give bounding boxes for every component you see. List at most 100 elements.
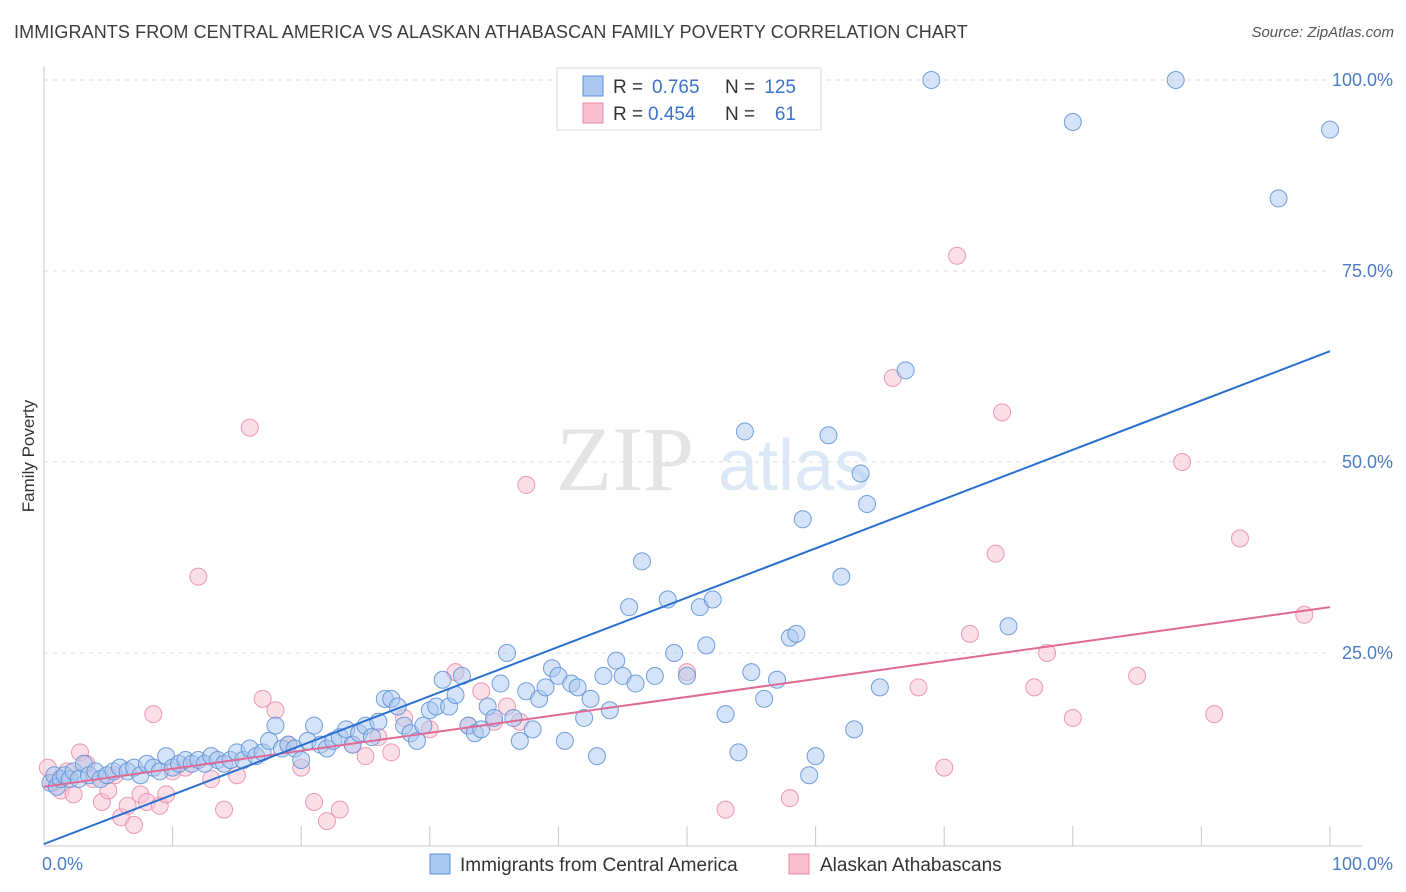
- data-point-alaskan-athabascans: [356, 747, 375, 766]
- data-point-alaskan-athabascans: [716, 800, 735, 819]
- data-point-alaskan-athabascans: [517, 475, 536, 494]
- data-point-alaskan-athabascans: [1063, 708, 1082, 727]
- trend-lines: [43, 350, 1331, 845]
- stats-n-label-blue: N =: [725, 77, 755, 98]
- data-point-alaskan-athabascans: [240, 418, 259, 437]
- data-point-central-america: [1063, 113, 1082, 132]
- data-point-alaskan-athabascans: [317, 812, 336, 831]
- data-point-central-america: [832, 567, 851, 586]
- data-point-alaskan-athabascans: [305, 792, 324, 811]
- data-point-central-america: [632, 552, 651, 571]
- data-point-alaskan-athabascans: [1295, 605, 1314, 624]
- trend-line-central-america: [43, 350, 1331, 845]
- data-point-central-america: [305, 716, 324, 735]
- data-point-alaskan-athabascans: [780, 789, 799, 808]
- data-point-central-america: [800, 766, 819, 785]
- data-point-alaskan-athabascans: [266, 701, 285, 720]
- data-point-central-america: [742, 663, 761, 682]
- y-tick-label: 50.0%: [1342, 452, 1393, 472]
- y-tick-label: 25.0%: [1342, 643, 1393, 663]
- data-point-central-america: [497, 644, 516, 662]
- y-axis-label: Family Poverty: [19, 399, 38, 512]
- data-point-central-america: [491, 674, 510, 693]
- data-point-alaskan-athabascans: [253, 689, 272, 708]
- trend-line-alaskan-athabascans: [43, 606, 1331, 788]
- stats-r-label-blue: R =: [613, 77, 643, 98]
- series-alaskan-athabascans-points: [38, 246, 1314, 834]
- data-point-central-america: [292, 750, 311, 769]
- data-point-central-america: [362, 728, 381, 747]
- data-point-alaskan-athabascans: [144, 705, 163, 724]
- y-tick-label: 100.0%: [1332, 70, 1393, 90]
- data-point-central-america: [575, 708, 594, 727]
- data-point-alaskan-athabascans: [189, 567, 208, 586]
- data-point-central-america: [266, 716, 285, 735]
- series-legend-label-pink[interactable]: Alaskan Athabascans: [820, 855, 1002, 876]
- data-point-central-america: [851, 464, 870, 483]
- series-legend-swatch-blue[interactable]: [429, 853, 451, 875]
- watermark: ZIP atlas: [556, 408, 870, 510]
- data-point-alaskan-athabascans: [960, 624, 979, 643]
- chart-title: IMMIGRANTS FROM CENTRAL AMERICA VS ALASK…: [14, 22, 968, 42]
- data-point-central-america: [665, 644, 684, 662]
- stats-legend-swatch-blue: [582, 75, 604, 97]
- data-point-central-america: [536, 678, 555, 697]
- data-point-alaskan-athabascans: [125, 815, 144, 834]
- data-point-alaskan-athabascans: [215, 800, 234, 819]
- series-legend-label-blue[interactable]: Immigrants from Central America: [460, 855, 738, 876]
- data-point-central-america: [581, 689, 600, 708]
- y-tick-labels: 25.0% 50.0% 75.0% 100.0%: [1332, 70, 1393, 663]
- data-point-central-america: [896, 361, 915, 380]
- data-point-central-america: [568, 678, 587, 697]
- data-point-central-america: [703, 590, 722, 609]
- grid-lines: [44, 79, 1330, 654]
- watermark-zip: ZIP: [556, 408, 694, 510]
- data-point-central-america: [587, 747, 606, 766]
- series-legend: Immigrants from Central America Alaskan …: [429, 853, 1002, 876]
- data-point-alaskan-athabascans: [1173, 453, 1192, 471]
- data-point-central-america: [1321, 120, 1339, 139]
- data-point-central-america: [793, 510, 812, 529]
- data-point-central-america: [999, 617, 1018, 636]
- data-point-alaskan-athabascans: [472, 682, 491, 701]
- stats-r-label-pink: R =: [613, 104, 643, 125]
- data-point-central-america: [858, 495, 877, 514]
- data-point-central-america: [594, 666, 613, 685]
- data-point-central-america: [645, 666, 664, 685]
- data-point-central-america: [1166, 71, 1185, 89]
- data-point-alaskan-athabascans: [1230, 529, 1249, 548]
- data-point-central-america: [414, 716, 433, 735]
- source-credit: Source: ZipAtlas.com: [1251, 24, 1394, 41]
- data-point-alaskan-athabascans: [993, 403, 1012, 422]
- stats-r-value-blue: 0.765: [652, 77, 700, 98]
- data-point-alaskan-athabascans: [330, 800, 349, 819]
- data-point-central-america: [626, 674, 645, 693]
- data-point-central-america: [922, 71, 941, 89]
- stats-n-value-blue: 125: [764, 77, 796, 98]
- data-point-alaskan-athabascans: [1205, 705, 1224, 724]
- data-point-central-america: [523, 720, 542, 739]
- stats-r-value-pink: 0.454: [648, 104, 696, 125]
- series-legend-swatch-pink[interactable]: [788, 853, 810, 875]
- data-point-central-america: [787, 624, 806, 643]
- y-tick-label: 75.0%: [1342, 261, 1393, 281]
- data-point-alaskan-athabascans: [1038, 644, 1057, 662]
- data-point-central-america: [729, 743, 748, 762]
- data-point-alaskan-athabascans: [382, 743, 401, 762]
- x-tick-label-max: 100.0%: [1332, 854, 1393, 874]
- data-point-central-america: [504, 708, 523, 727]
- data-point-central-america: [600, 701, 619, 720]
- data-point-alaskan-athabascans: [1025, 678, 1044, 697]
- data-point-central-america: [735, 422, 754, 441]
- data-point-central-america: [819, 426, 838, 445]
- data-point-central-america: [716, 705, 735, 724]
- data-point-central-america: [755, 689, 774, 708]
- data-point-central-america: [407, 731, 426, 750]
- data-point-central-america: [620, 598, 639, 617]
- data-point-central-america: [555, 731, 574, 750]
- stats-n-value-pink: 61: [775, 104, 796, 125]
- data-point-alaskan-athabascans: [948, 246, 967, 265]
- data-point-central-america: [845, 720, 864, 739]
- x-tick-label-min: 0.0%: [42, 854, 83, 874]
